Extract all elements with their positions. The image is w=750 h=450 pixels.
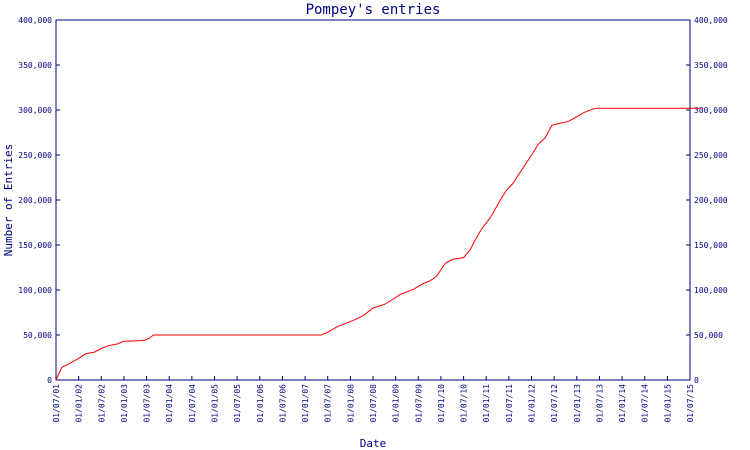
y-tick-label-right: 400,000 — [694, 16, 728, 25]
plot-area — [55, 19, 691, 381]
right-y-ticks: 0 50,000 100,000 150,000 200,000 250,000 300,0… — [686, 16, 728, 385]
x-tick-label: 01/01/08 — [346, 384, 355, 423]
x-tick-label: 01/01/10 — [437, 384, 446, 423]
y-tick-label-right: 200,000 — [694, 196, 728, 205]
y-axis-label: Number of Entries — [2, 144, 15, 257]
x-tick-label: 01/01/02 — [75, 384, 84, 423]
y-tick-label: 100,000 — [18, 286, 52, 295]
x-tick-label: 01/01/09 — [392, 384, 401, 423]
y-tick-label: 200,000 — [18, 196, 52, 205]
x-tick-label: 01/01/03 — [120, 384, 129, 423]
left-y-ticks: 0 50,000 100,000 150,000 200,000 250,000 300,0… — [18, 16, 60, 385]
x-tick-label: 01/01/06 — [256, 384, 265, 423]
plot-frame — [55, 19, 691, 381]
series-layer — [55, 107, 702, 381]
x-tick-label: 01/07/10 — [460, 384, 469, 423]
x-tick-label: 01/01/07 — [301, 384, 310, 423]
y-tick-label-right: 0 — [694, 376, 699, 385]
x-tick-label: 01/07/13 — [595, 384, 604, 423]
y-tick-label-right: 100,000 — [694, 286, 728, 295]
x-tick-label: 01/01/15 — [663, 384, 672, 423]
x-tick-label: 01/07/06 — [278, 384, 287, 423]
x-tick-label: 01/07/07 — [324, 384, 333, 423]
y-tick-label-right: 250,000 — [694, 151, 728, 160]
x-tick-label: 01/07/03 — [143, 384, 152, 423]
x-tick-label: 01/01/04 — [165, 384, 174, 423]
y-tick-label: 150,000 — [18, 241, 52, 250]
x-tick-label: 01/07/02 — [97, 384, 106, 423]
x-ticks: 01/07/01 01/01/02 01/07/02 01/01/03 01/07/03… — [52, 376, 695, 423]
x-tick-label: 01/01/12 — [528, 384, 537, 423]
y-tick-label: 400,000 — [18, 16, 52, 25]
x-tick-label: 01/07/04 — [188, 384, 197, 423]
y-tick-label: 50,000 — [23, 331, 52, 340]
y-tick-label: 250,000 — [18, 151, 52, 160]
x-tick-label: 01/01/13 — [573, 384, 582, 423]
x-tick-label: 01/07/11 — [505, 384, 514, 423]
x-tick-label: 01/07/15 — [686, 384, 695, 423]
x-tick-label: 01/07/01 — [52, 384, 61, 423]
x-tick-label: 01/01/11 — [482, 384, 491, 423]
x-tick-label: 01/07/08 — [369, 384, 378, 423]
series-line — [55, 107, 702, 381]
y-tick-label: 300,000 — [18, 106, 52, 115]
y-tick-label-right: 350,000 — [694, 61, 728, 70]
y-tick-label-right: 50,000 — [694, 331, 723, 340]
y-tick-label: 0 — [47, 376, 52, 385]
x-tick-label: 01/07/12 — [550, 384, 559, 423]
x-tick-label: 01/01/14 — [618, 384, 627, 423]
chart-title: Pompey's entries — [306, 2, 441, 18]
y-tick-label: 350,000 — [18, 61, 52, 70]
x-tick-label: 01/07/05 — [233, 384, 242, 423]
x-axis-label: Date — [360, 437, 387, 450]
y-tick-label-right: 300,000 — [694, 106, 728, 115]
x-tick-label: 01/07/09 — [414, 384, 423, 423]
y-tick-label-right: 150,000 — [694, 241, 728, 250]
x-tick-label: 01/07/14 — [641, 384, 650, 423]
x-tick-label: 01/01/05 — [211, 384, 220, 423]
